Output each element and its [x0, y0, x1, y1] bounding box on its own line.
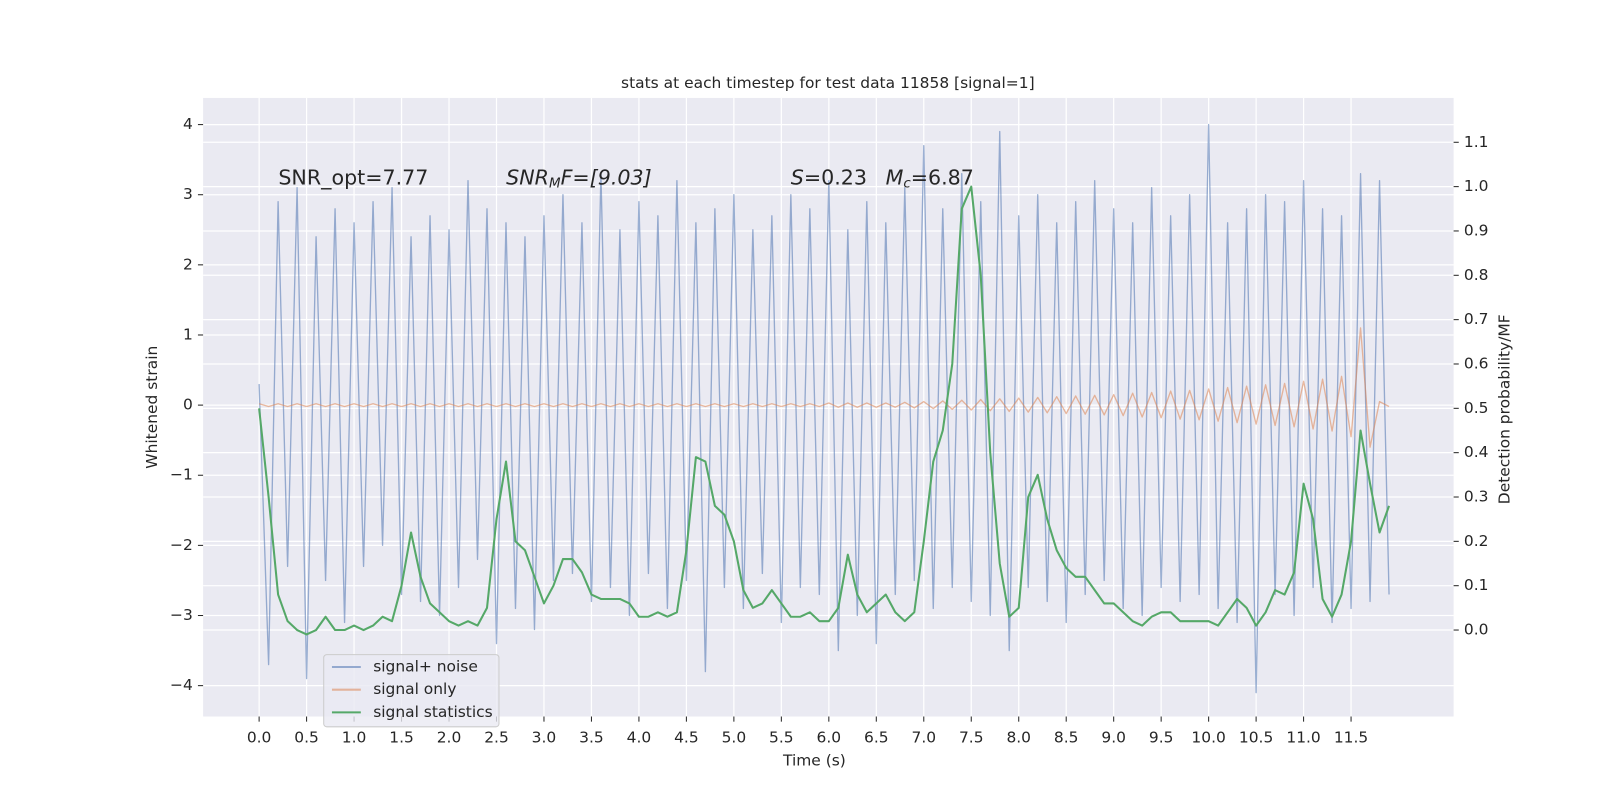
y-tick-label: 3 [183, 185, 193, 203]
y2-tick-label: 0.4 [1464, 443, 1489, 461]
chart-title: stats at each timestep for test data 118… [621, 74, 1035, 92]
legend: signal+ noise signal only signal statistic… [323, 654, 500, 728]
legend-label: signal+ noise [373, 658, 478, 676]
x-tick-label: 3.0 [532, 729, 557, 747]
y2-tick-label: 0.9 [1464, 221, 1489, 239]
y2-tick-label: 0.3 [1464, 488, 1489, 506]
x-tick-label: 5.5 [769, 729, 794, 747]
x-tick-label: 7.0 [911, 729, 936, 747]
legend-label: signal statistics [373, 703, 493, 721]
y2-tick-label: 0.0 [1464, 621, 1489, 639]
x-tick-label: 9.5 [1149, 729, 1174, 747]
x-tick-label: 6.0 [817, 729, 842, 747]
annotation-part: F=[9.03] [561, 165, 652, 189]
x-tick-label: 8.5 [1054, 729, 1079, 747]
annotation-part: SNR [506, 165, 549, 189]
annotation-part: c [903, 177, 911, 192]
legend-box [323, 654, 500, 728]
x-tick-label: 1.0 [342, 729, 367, 747]
y2-axis-label: Detection probability/MF [1496, 314, 1514, 504]
y-tick-label: 4 [183, 115, 193, 133]
x-tick-label: 1.5 [389, 729, 414, 747]
x-tick-label: 0.5 [294, 729, 319, 747]
y2-tick-label: 0.8 [1464, 266, 1489, 284]
x-tick-label: 0.0 [247, 729, 272, 747]
x-tick-label: 8.0 [1006, 729, 1031, 747]
annotation-part: S [791, 165, 804, 189]
annotation: SNR_opt=7.77 [278, 165, 428, 190]
x-axis-label: Time (s) [782, 751, 846, 769]
annotation-part: M [549, 177, 561, 192]
y2-tick-label: 1.1 [1464, 133, 1489, 151]
y2-tick-label: 0.5 [1464, 399, 1489, 417]
y-tick-label: 0 [183, 396, 193, 414]
annotation-part: M [886, 165, 904, 189]
annotation-part: =0.23 [804, 165, 867, 189]
x-tick-label: 10.0 [1191, 729, 1225, 747]
y2-tick-label: 0.2 [1464, 532, 1489, 550]
x-tick-label: 9.0 [1101, 729, 1126, 747]
annotation: SNRMF=[9.03] [506, 165, 651, 191]
marks [258, 123, 1391, 694]
y-tick-label: −3 [170, 606, 193, 624]
annotation: S=0.23 [791, 165, 867, 189]
x-tick-label: 11.0 [1286, 729, 1320, 747]
annotation: Mc=6.87 [886, 165, 974, 191]
x-tick-label: 2.0 [437, 729, 462, 747]
x-tick-label: 6.5 [864, 729, 889, 747]
y-tick-label: −4 [170, 676, 193, 694]
legend-label: signal only [373, 680, 456, 698]
y2-tick-label: 0.6 [1464, 354, 1489, 372]
x-tick-label: 7.5 [959, 729, 984, 747]
y2-tick-label: 0.7 [1464, 310, 1489, 328]
y2-tick-label: 1.0 [1464, 177, 1489, 195]
annotation-part: =6.87 [911, 165, 974, 189]
x-tick-label: 10.5 [1239, 729, 1273, 747]
x-tick-label: 3.5 [579, 729, 604, 747]
x-tick-label: 11.5 [1334, 729, 1368, 747]
series-line [258, 123, 1390, 694]
y-axis-label: Whitened strain [143, 346, 161, 469]
x-tick-label: 4.5 [674, 729, 699, 747]
y2-tick-label: 0.1 [1464, 576, 1489, 594]
series-line [258, 185, 1391, 636]
y-tick-label: 1 [183, 325, 193, 343]
y-tick-label: 2 [183, 255, 193, 273]
y-tick-label: −2 [170, 536, 193, 554]
x-tick-label: 5.0 [722, 729, 747, 747]
y-tick-label: −1 [170, 466, 193, 484]
series-line [258, 327, 1390, 448]
x-tick-label: 2.5 [484, 729, 509, 747]
x-tick-label: 4.0 [627, 729, 652, 747]
